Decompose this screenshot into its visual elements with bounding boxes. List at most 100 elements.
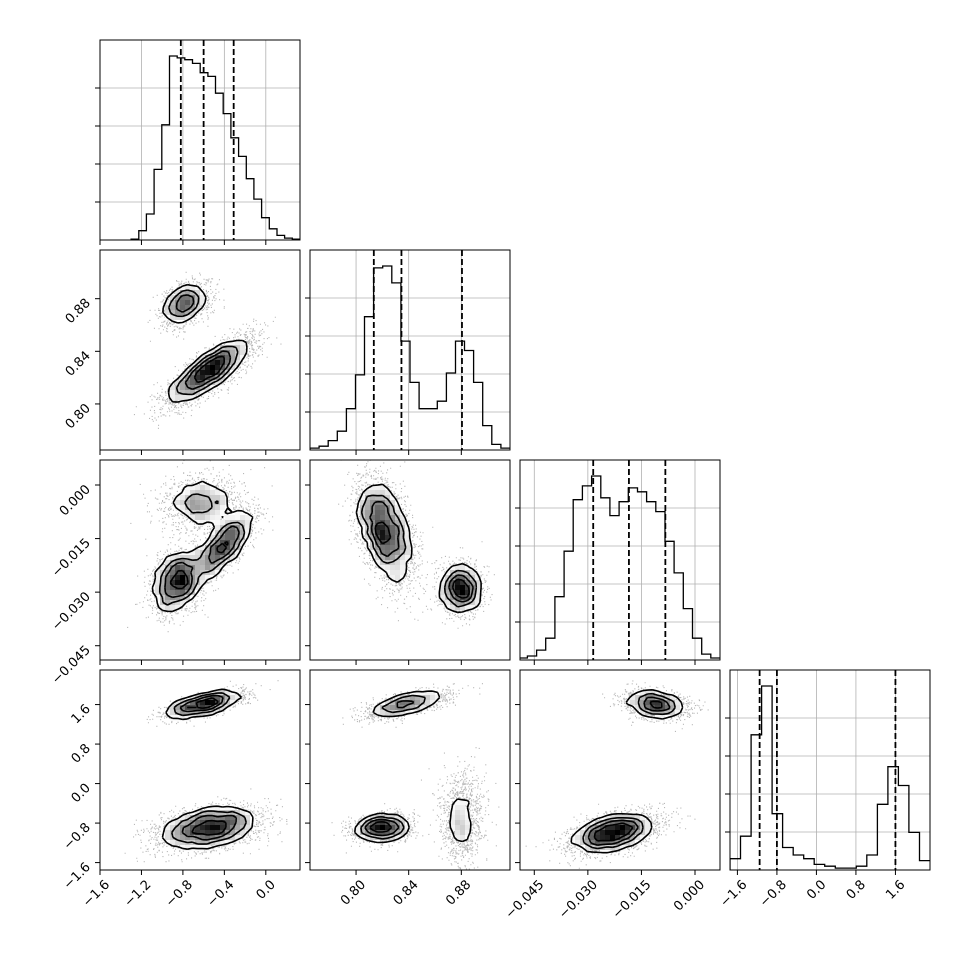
density-cell	[180, 595, 186, 601]
density-cell	[195, 390, 201, 396]
density-cell	[220, 535, 226, 541]
density-cell	[390, 555, 396, 561]
density-cell	[165, 825, 171, 831]
density-cell	[185, 295, 191, 301]
density-cell	[210, 505, 216, 511]
density-cell	[385, 530, 391, 536]
density-cell	[395, 510, 401, 516]
x-tick-label: 1.6	[883, 877, 908, 902]
density-cell	[420, 690, 426, 696]
density-cell	[665, 710, 671, 716]
density-cell	[185, 485, 191, 491]
density-cell	[235, 340, 241, 346]
density-cell	[220, 500, 226, 506]
density-cell	[195, 490, 201, 496]
contour-line	[151, 480, 254, 613]
density-cell	[400, 515, 406, 521]
density-cell	[640, 690, 646, 696]
contours-2-1	[355, 483, 482, 614]
density-cell	[215, 695, 221, 701]
density-cell	[200, 840, 206, 846]
density-cell	[175, 315, 181, 321]
density-cell	[185, 820, 191, 826]
density-cell	[205, 500, 211, 506]
density-cell	[470, 605, 476, 611]
density-cell	[185, 595, 191, 601]
density-cell	[450, 825, 456, 831]
density-cell	[165, 300, 171, 306]
density-cell	[215, 825, 221, 831]
density-cell	[355, 510, 361, 516]
panel-3-1	[331, 683, 500, 870]
density-cell	[405, 530, 411, 536]
density-cell	[235, 530, 241, 536]
density-cell	[360, 495, 366, 501]
density-cell	[210, 550, 216, 556]
density-cell	[175, 590, 181, 596]
density-cell	[410, 695, 416, 701]
density-cell	[640, 700, 646, 706]
density-cell	[160, 600, 166, 606]
density-cell	[235, 355, 241, 361]
density-cell	[175, 310, 181, 316]
density-cell	[365, 510, 371, 516]
density-cell	[390, 820, 396, 826]
density-cell	[210, 555, 216, 561]
density-cell	[650, 700, 656, 706]
x-tick-label: −0.8	[163, 877, 196, 910]
density-cell	[190, 505, 196, 511]
density-cell	[215, 490, 221, 496]
density-cell	[205, 695, 211, 701]
density-cell	[220, 545, 226, 551]
density-cell	[375, 540, 381, 546]
density-cell	[455, 590, 461, 596]
density-cell	[235, 515, 241, 521]
density-cell	[205, 570, 211, 576]
density-cell	[215, 365, 221, 371]
density-cell	[470, 595, 476, 601]
density-cell	[360, 820, 366, 826]
density-cell	[460, 825, 466, 831]
density-cell	[170, 555, 176, 561]
contour-line	[570, 689, 684, 854]
x-tick-label: 0.0	[254, 877, 279, 902]
density-cell	[240, 520, 246, 526]
density-cell	[235, 825, 241, 831]
density-cell	[190, 485, 196, 491]
density-cell	[175, 385, 181, 391]
density-cell	[460, 810, 466, 816]
density-cell	[170, 840, 176, 846]
density-cell	[170, 830, 176, 836]
y-tick-label: 0.8	[69, 741, 94, 766]
density-cell	[675, 705, 681, 711]
density-cell	[215, 540, 221, 546]
density-cell	[205, 365, 211, 371]
density-cell	[590, 840, 596, 846]
density-cell	[215, 350, 221, 356]
panel-frame	[309, 669, 511, 871]
x-tick-label: −0.045	[503, 877, 548, 922]
density-cell	[240, 340, 246, 346]
density-cell	[465, 810, 471, 816]
density-cell	[180, 315, 186, 321]
density-cell	[415, 690, 421, 696]
density-cell	[170, 710, 176, 716]
density-cell	[170, 305, 176, 311]
density-cell	[190, 560, 196, 566]
density-cell	[455, 565, 461, 571]
density-cell	[165, 590, 171, 596]
density-cell	[635, 820, 641, 826]
density-cell	[375, 555, 381, 561]
density-cell	[390, 540, 396, 546]
density-cell	[200, 845, 206, 851]
density-cell	[180, 395, 186, 401]
density-cell	[220, 350, 226, 356]
density-cell	[370, 485, 376, 491]
density-cell	[645, 820, 651, 826]
density-cell	[605, 815, 611, 821]
x-tick-label: 0.8	[844, 877, 869, 902]
x-tick-label: −1.6	[718, 877, 751, 910]
density-cell	[170, 295, 176, 301]
density-cell	[655, 700, 661, 706]
density-cell	[190, 290, 196, 296]
